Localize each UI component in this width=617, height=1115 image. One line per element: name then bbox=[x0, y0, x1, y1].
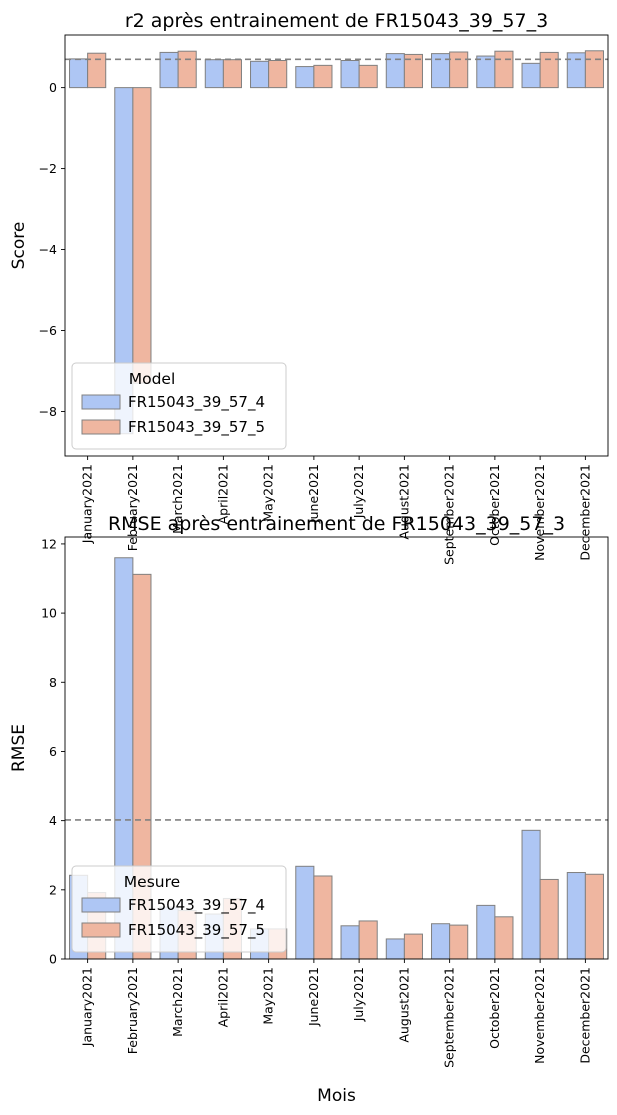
y-tick-label: −6 bbox=[39, 323, 57, 338]
y-tick-label: 12 bbox=[41, 536, 57, 551]
bar-2-October2021 bbox=[494, 916, 514, 960]
y-tick-label: −8 bbox=[39, 404, 57, 419]
x-tick-label: August2021 bbox=[396, 464, 411, 540]
x-tick-label: July2021 bbox=[351, 967, 366, 1022]
legend-swatch-1 bbox=[81, 897, 121, 913]
chart-title: r2 après entrainement de FR15043_39_57_3 bbox=[125, 10, 548, 32]
x-tick-label: September2021 bbox=[442, 967, 457, 1068]
legend-box bbox=[71, 362, 287, 450]
bar-2-December2021 bbox=[584, 873, 604, 960]
x-tick-label: March2021 bbox=[170, 967, 185, 1037]
bar-2-September2021 bbox=[449, 924, 469, 960]
bar-1-April2021 bbox=[204, 59, 224, 89]
y-tick-label: 2 bbox=[49, 882, 57, 897]
legend-label-1: FR15043_39_57_4 bbox=[128, 393, 265, 412]
plot-frame bbox=[64, 536, 609, 960]
y-tick-label: −2 bbox=[39, 161, 57, 176]
x-tick-label: February2021 bbox=[125, 464, 140, 551]
y-tick-label: 4 bbox=[49, 813, 57, 828]
x-tick-label: June2021 bbox=[306, 967, 321, 1027]
x-tick-label: December2021 bbox=[577, 967, 592, 1064]
bar-2-November2021 bbox=[539, 51, 559, 89]
y-tick-label: 0 bbox=[49, 80, 57, 95]
bar-2-March2021 bbox=[177, 50, 197, 89]
x-tick-label: March2021 bbox=[170, 464, 185, 534]
y-axis-label: RMSE bbox=[9, 724, 29, 772]
x-tick-label: January2021 bbox=[80, 967, 95, 1047]
x-tick-label: April2021 bbox=[215, 967, 230, 1027]
bar-1-July2021 bbox=[340, 60, 360, 89]
x-tick-label: November2021 bbox=[532, 967, 547, 1064]
chart-title: RMSE après entrainement de FR15043_39_57… bbox=[108, 513, 565, 535]
x-tick-label: April2021 bbox=[215, 464, 230, 524]
legend-label-1: FR15043_39_57_4 bbox=[128, 896, 265, 915]
x-tick-label: June2021 bbox=[306, 464, 321, 524]
bar-1-March2021 bbox=[159, 51, 179, 89]
legend-swatch-1 bbox=[81, 394, 121, 410]
x-tick-label: October2021 bbox=[487, 967, 502, 1049]
bar-2-June2021 bbox=[313, 64, 333, 89]
bar-2-January2021 bbox=[87, 52, 107, 89]
bar-2-February2021 bbox=[132, 87, 152, 384]
bar-1-January2021 bbox=[69, 58, 89, 89]
bar-2-May2021 bbox=[268, 60, 288, 89]
y-tick-label: −4 bbox=[39, 242, 57, 257]
x-tick-label: December2021 bbox=[577, 464, 592, 561]
x-tick-label: May2021 bbox=[261, 464, 276, 522]
legend-title: Mesure bbox=[124, 873, 180, 891]
legend-label-2: FR15043_39_57_5 bbox=[128, 418, 265, 437]
bar-1-December2021 bbox=[566, 872, 586, 960]
x-tick-label: May2021 bbox=[261, 967, 276, 1025]
bar-2-August2021 bbox=[403, 53, 423, 89]
legend-swatch-2 bbox=[81, 922, 121, 938]
bar-1-June2021 bbox=[295, 66, 315, 89]
bar-2-April2021 bbox=[222, 59, 242, 89]
x-axis-label: Mois bbox=[317, 1086, 356, 1106]
bar-1-September2021 bbox=[431, 923, 451, 960]
bar-1-May2021 bbox=[250, 60, 270, 89]
legend-title: Model bbox=[129, 370, 176, 388]
bar-2-September2021 bbox=[449, 51, 469, 89]
y-tick-label: 6 bbox=[49, 744, 57, 759]
x-tick-label: July2021 bbox=[351, 464, 366, 519]
bar-1-October2021 bbox=[476, 904, 496, 960]
chart-1: r2 après entrainement de FR15043_39_57_3… bbox=[9, 10, 609, 565]
y-tick-label: 8 bbox=[49, 675, 57, 690]
bar-1-October2021 bbox=[476, 55, 496, 89]
x-tick-label: October2021 bbox=[487, 464, 502, 546]
legend-swatch-2 bbox=[81, 419, 121, 435]
y-tick-label: 0 bbox=[49, 952, 57, 967]
bar-2-December2021 bbox=[584, 50, 604, 89]
bar-2-November2021 bbox=[539, 878, 559, 960]
y-tick-label: 10 bbox=[41, 606, 57, 621]
bar-1-July2021 bbox=[340, 925, 360, 960]
x-tick-label: September2021 bbox=[442, 464, 457, 565]
x-tick-label: August2021 bbox=[396, 967, 411, 1043]
bar-2-August2021 bbox=[403, 933, 423, 960]
x-tick-label: February2021 bbox=[125, 967, 140, 1054]
bar-1-November2021 bbox=[521, 829, 541, 960]
bar-2-October2021 bbox=[494, 50, 514, 89]
legend-label-2: FR15043_39_57_5 bbox=[128, 921, 265, 940]
bar-2-July2021 bbox=[358, 920, 378, 960]
legend: Mesure FR15043_39_57_4 FR15043_39_57_5 bbox=[71, 865, 287, 953]
bar-1-November2021 bbox=[521, 62, 541, 89]
legend: Model FR15043_39_57_4 FR15043_39_57_5 bbox=[71, 362, 287, 450]
bar-1-June2021 bbox=[295, 865, 315, 960]
plot-frame bbox=[64, 34, 609, 457]
chart-2: RMSE après entrainement de FR15043_39_57… bbox=[9, 513, 609, 1106]
bar-1-December2021 bbox=[566, 52, 586, 89]
bar-2-June2021 bbox=[313, 875, 333, 960]
legend-box bbox=[71, 865, 287, 953]
bar-1-August2021 bbox=[385, 938, 405, 960]
y-axis-label: Score bbox=[9, 222, 29, 270]
bar-2-July2021 bbox=[358, 64, 378, 89]
x-tick-label: January2021 bbox=[80, 464, 95, 544]
